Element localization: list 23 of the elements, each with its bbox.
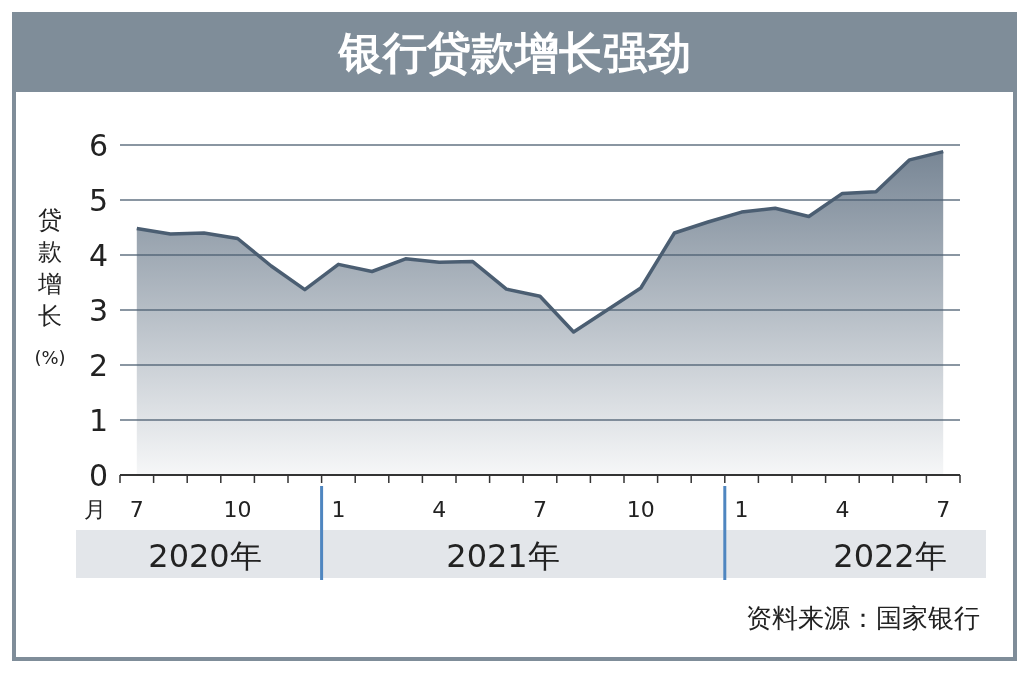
x-tick-label: 1 [331, 497, 346, 522]
x-tick-label: 7 [533, 497, 547, 522]
annotation: 2021年 [446, 537, 560, 575]
y-tick-label: 5 [88, 183, 108, 218]
y-tick-label: 2 [88, 348, 108, 383]
annotation: 2020年 [148, 537, 262, 575]
y-tick-label: 6 [88, 128, 108, 163]
x-tick-label: 10 [223, 497, 252, 522]
x-tick-label: 7 [129, 497, 144, 522]
annotation: 2022年 [833, 537, 947, 575]
x-tick-label: 10 [626, 497, 655, 522]
x-tick-label: 4 [835, 497, 850, 522]
x-tick-label: 4 [432, 497, 447, 522]
ylabel: 贷款增长(%) [34, 206, 66, 368]
x-tick-label: 1 [734, 497, 749, 522]
annotation: 月 [84, 497, 106, 522]
y-tick-label: 1 [88, 403, 108, 438]
y-tick-label: 3 [88, 293, 108, 328]
x-tick-label: 7 [936, 497, 951, 522]
title: 银行贷款增长强劲 [338, 27, 691, 78]
y-tick-label: 4 [88, 238, 108, 273]
annotation: 资料来源：国家银行 [746, 603, 980, 633]
y-tick-label: 0 [88, 458, 108, 493]
